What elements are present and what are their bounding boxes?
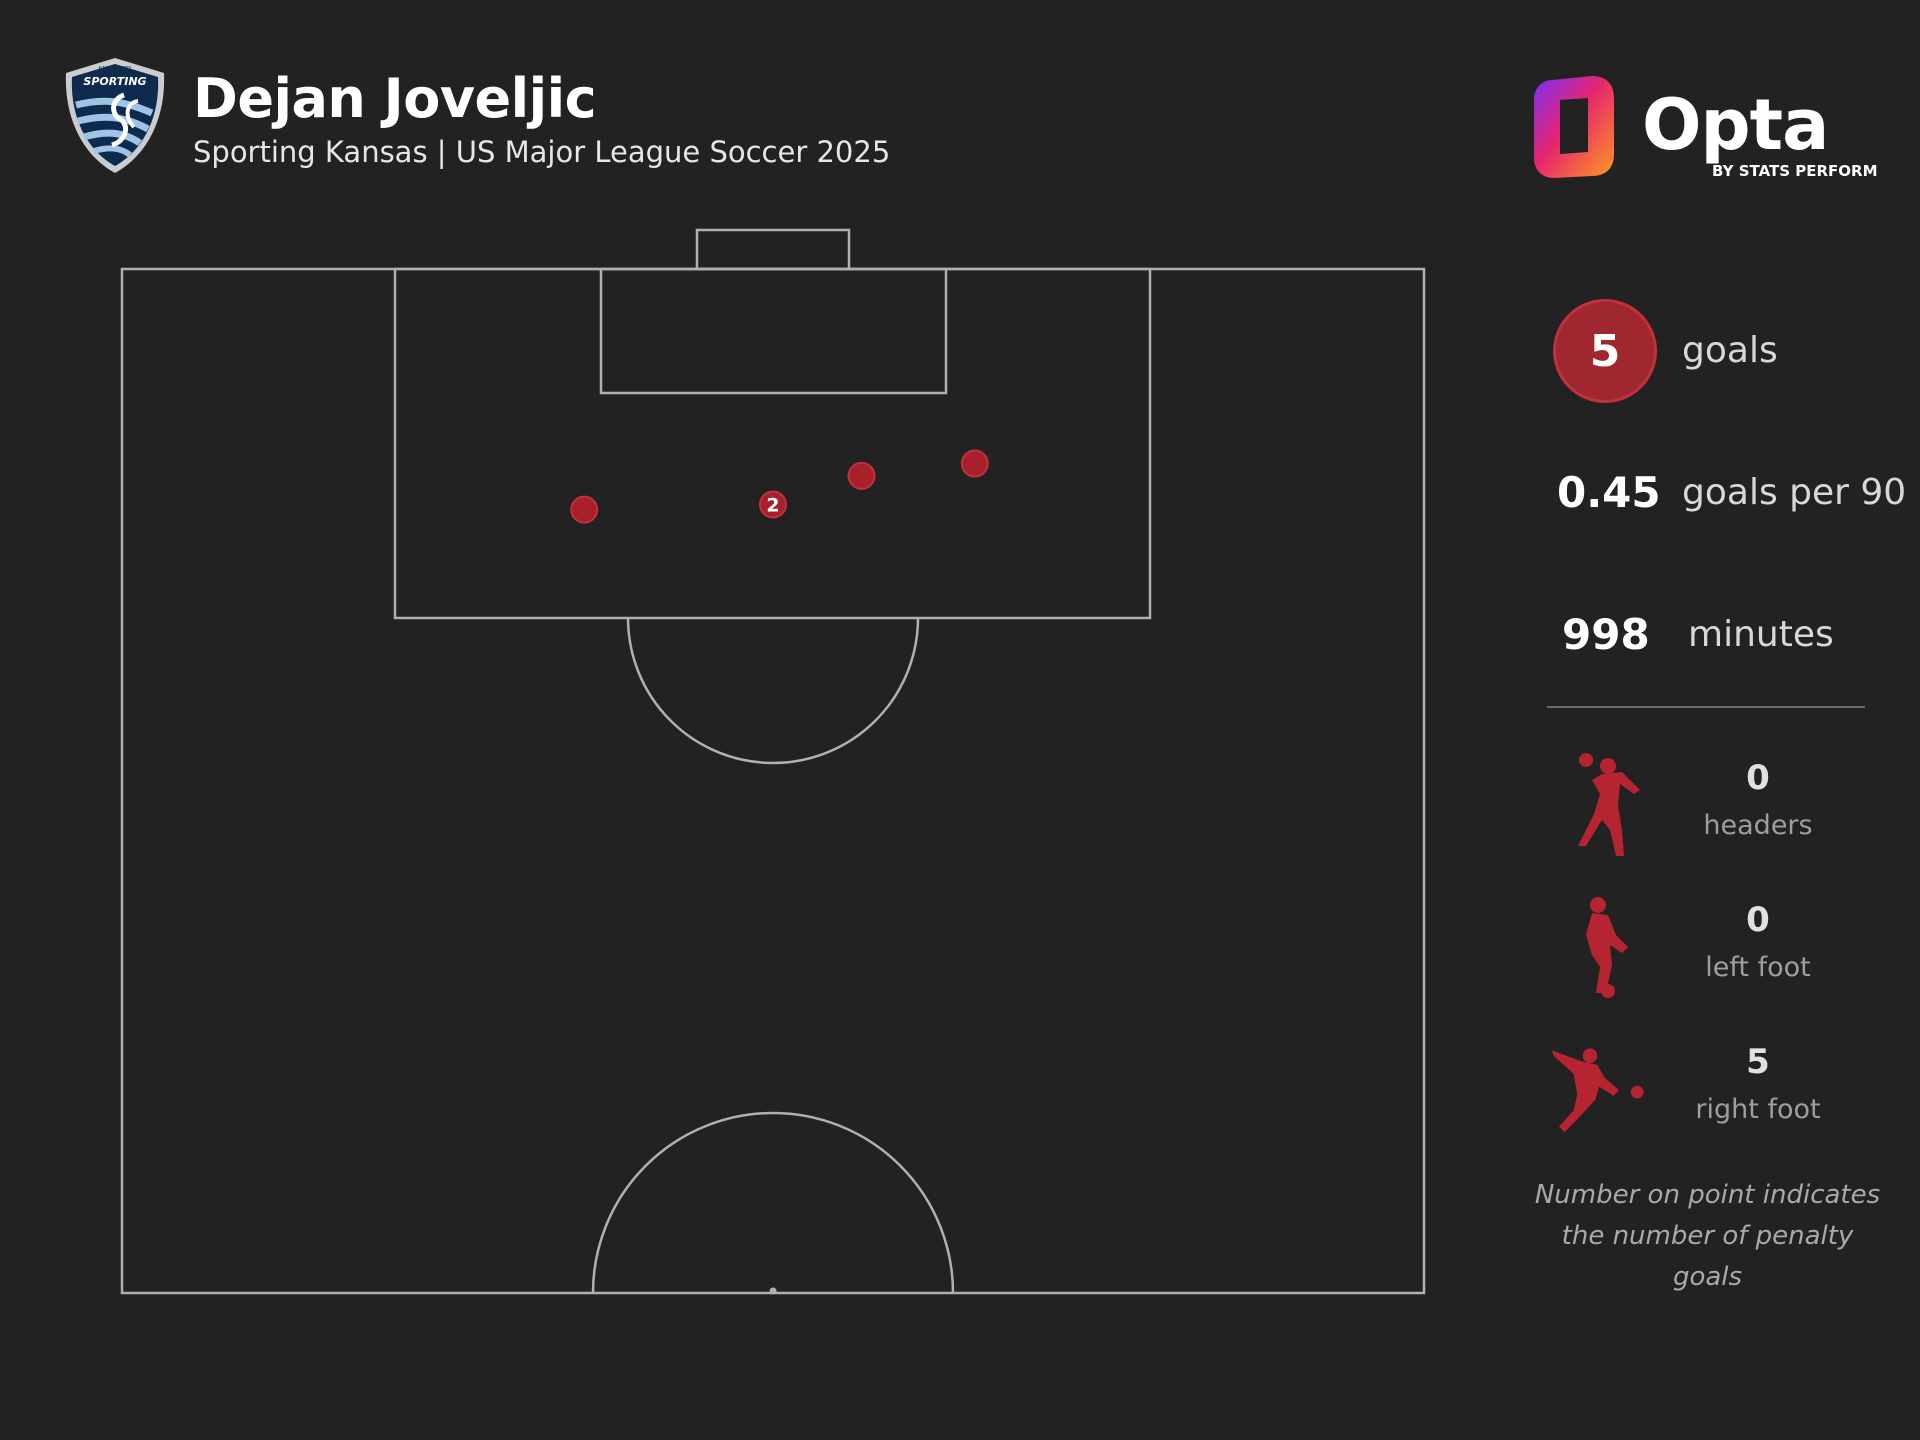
goal-frame: [695, 228, 851, 271]
stats-divider: [1547, 706, 1865, 708]
minutes-label: minutes: [1688, 614, 1834, 655]
opta-logo: Opta BY STATS PERFORM: [1532, 74, 1878, 186]
brand-subtitle: BY STATS PERFORM: [1712, 162, 1878, 180]
goal-point-4: [960, 449, 989, 478]
center-circle-arc: [591, 1111, 955, 1294]
headers-label: headers: [1703, 810, 1813, 841]
goals-per-90-label: goals per 90: [1682, 472, 1907, 513]
six-yard-box: [599, 267, 948, 395]
headers-value: 0: [1746, 758, 1770, 798]
penalty-arc: [626, 617, 920, 765]
goal-point-3: [847, 461, 876, 490]
center-spot: [769, 1287, 777, 1295]
penalty-count-label-2: 2: [766, 495, 779, 517]
left-foot-player-icon: [1586, 897, 1628, 998]
right-foot-value: 5: [1746, 1042, 1770, 1082]
footnote-line-2: the number of penalty goals: [1561, 1221, 1854, 1292]
left-foot-value: 0: [1746, 900, 1770, 940]
right-foot-player-icon: [1551, 1048, 1644, 1133]
left-foot-label: left foot: [1705, 952, 1811, 983]
penalty-footnote: Number on point indicates the number of …: [1530, 1175, 1885, 1298]
right-foot-label: right foot: [1695, 1094, 1821, 1125]
pitch-outline: [120, 267, 1426, 1295]
opta-mark-icon: [1534, 76, 1614, 178]
team-competition-subtitle: Sporting Kansas | US Major League Soccer…: [193, 135, 891, 169]
pitch-chart: 2: [120, 228, 1426, 1295]
header-player-icon: [1578, 753, 1640, 856]
player-name: Dejan Joveljic: [193, 67, 597, 130]
club-badge-icon: SPORTING KANSAS CITY: [65, 58, 165, 173]
goals-per-90-value: 0.45: [1557, 468, 1661, 517]
brand-name: Opta: [1642, 84, 1829, 166]
chart-header: SPORTING KANSAS CITY Dejan Joveljic Spor…: [60, 55, 960, 185]
penalty-box: [393, 267, 1152, 620]
badge-text: SPORTING: [83, 75, 146, 88]
minutes-value: 998: [1562, 610, 1650, 659]
goals-label: goals: [1682, 330, 1778, 371]
goal-point-1: [570, 495, 599, 524]
goals-count-badge: 5: [1553, 299, 1657, 403]
footnote-line-1: Number on point indicates: [1534, 1180, 1881, 1210]
badge-small-text: KANSAS CITY: [99, 66, 133, 72]
stats-panel: 5 goals 0.45 goals per 90 998 minutes 0 …: [1530, 290, 1920, 1292]
goal-point-2: [759, 490, 787, 519]
goal-points-layer: 2: [570, 449, 989, 524]
